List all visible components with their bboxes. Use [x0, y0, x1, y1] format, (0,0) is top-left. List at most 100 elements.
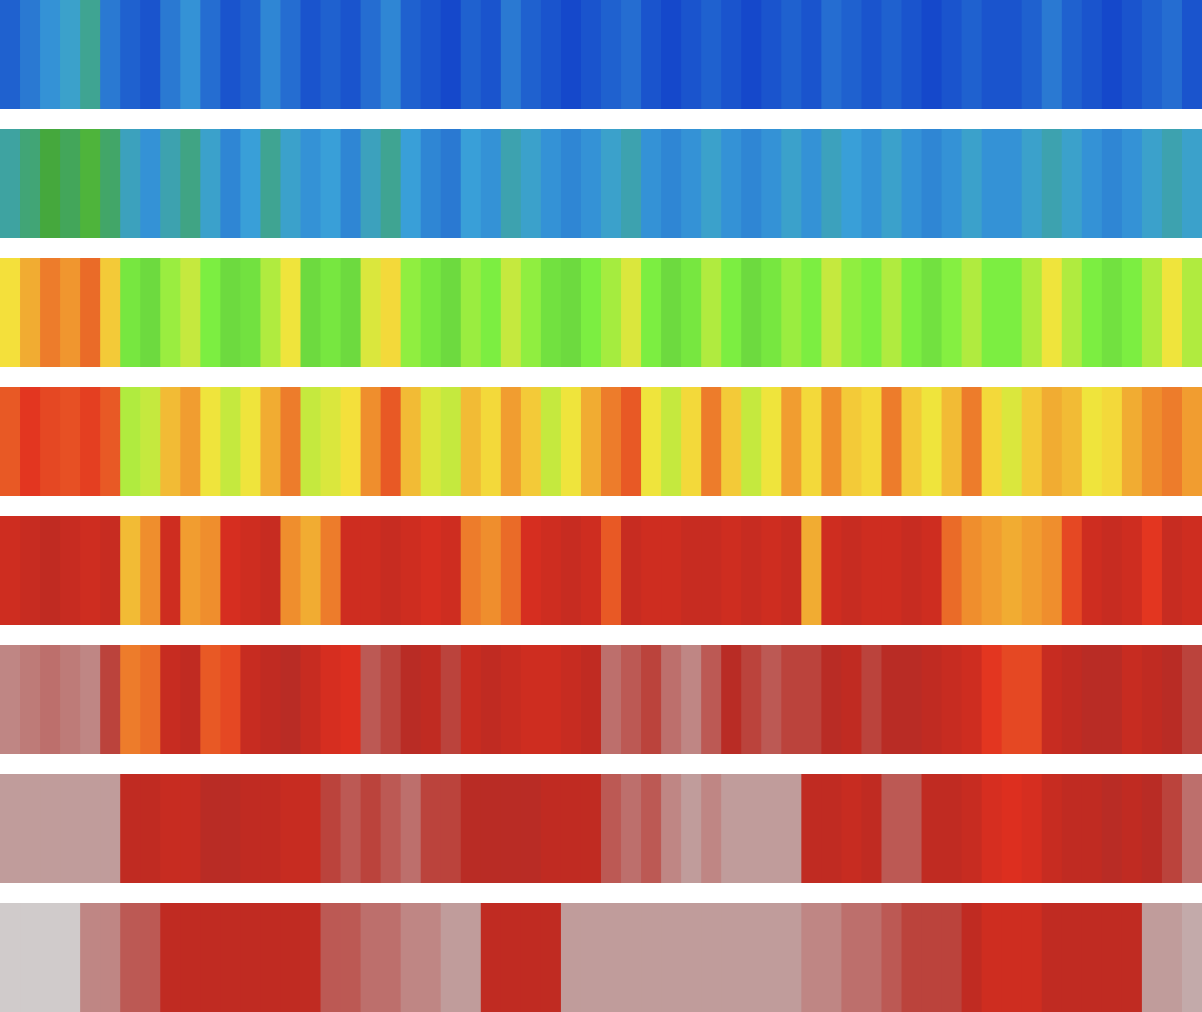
heatmap-cell	[140, 516, 161, 625]
heatmap-cell	[681, 258, 702, 367]
heatmap-cell	[661, 774, 682, 883]
heatmap-cell	[1101, 903, 1123, 1012]
heatmap-cell	[1001, 0, 1023, 109]
heatmap-cell	[360, 645, 382, 754]
heatmap-cell	[861, 129, 883, 238]
heatmap-cell	[480, 129, 502, 238]
heatmap-cell	[80, 387, 101, 496]
heatmap-cell	[781, 258, 802, 367]
heatmap-cell	[200, 258, 221, 367]
heatmap-cell	[681, 129, 702, 238]
heatmap-cell	[20, 387, 41, 496]
heatmap-cell	[0, 0, 21, 109]
heatmap-cell	[841, 387, 863, 496]
heatmap-cell	[280, 774, 302, 883]
heatmap-cell	[1081, 774, 1103, 883]
heatmap-cell	[360, 903, 382, 1012]
heatmap-cell	[180, 774, 201, 883]
heatmap-cell	[320, 774, 342, 883]
heatmap-cell	[981, 516, 1003, 625]
heatmap-cell	[1081, 516, 1103, 625]
heatmap-cell	[140, 903, 161, 1012]
heatmap-cell	[1101, 516, 1123, 625]
heatmap-cell	[601, 516, 622, 625]
heatmap-cell	[300, 516, 322, 625]
heatmap-cell	[160, 129, 181, 238]
heatmap-row-7	[0, 774, 1202, 883]
heatmap-cell	[941, 774, 963, 883]
heatmap-cell	[1041, 645, 1063, 754]
heatmap-cell	[1041, 0, 1063, 109]
heatmap-cell	[1101, 774, 1123, 883]
heatmap-cell	[100, 0, 121, 109]
heatmap-cell	[601, 645, 622, 754]
heatmap-cell	[340, 903, 362, 1012]
heatmap-cell	[1161, 258, 1183, 367]
heatmap-cell	[80, 903, 101, 1012]
heatmap-cell	[320, 0, 342, 109]
heatmap-cell	[340, 0, 362, 109]
heatmap-cell	[1161, 129, 1183, 238]
heatmap-cell	[781, 129, 802, 238]
heatmap-cell	[901, 0, 923, 109]
heatmap-cell	[100, 645, 121, 754]
heatmap-cell	[160, 903, 181, 1012]
heatmap-cell	[340, 129, 362, 238]
heatmap-cell	[981, 387, 1003, 496]
heatmap-cell	[180, 645, 201, 754]
heatmap-cell	[901, 645, 923, 754]
heatmap-cell	[641, 387, 662, 496]
heatmap-cell	[60, 258, 81, 367]
heatmap-cell	[721, 645, 742, 754]
heatmap-cell	[580, 516, 602, 625]
heatmap-cell	[460, 903, 482, 1012]
heatmap-cell	[901, 258, 923, 367]
heatmap-cell	[1121, 774, 1143, 883]
heatmap-cell	[861, 0, 883, 109]
heatmap-cell	[761, 516, 782, 625]
heatmap-cell	[721, 516, 742, 625]
heatmap-cell	[841, 0, 863, 109]
heatmap-cell	[741, 774, 762, 883]
heatmap-cell	[460, 645, 482, 754]
heatmap-cell	[821, 0, 842, 109]
heatmap-cell	[580, 258, 602, 367]
heatmap-cell	[1021, 258, 1043, 367]
heatmap-cell	[100, 129, 121, 238]
heatmap-cell	[801, 129, 822, 238]
heatmap-cell	[701, 774, 722, 883]
heatmap-cell	[440, 0, 462, 109]
heatmap-cell	[1101, 129, 1123, 238]
heatmap-cell	[1121, 258, 1143, 367]
heatmap-cell	[781, 903, 802, 1012]
heatmap-cell	[60, 0, 81, 109]
heatmap-cell	[520, 645, 542, 754]
heatmap-cell	[180, 258, 201, 367]
heatmap-cell	[340, 774, 362, 883]
heatmap-cell	[1021, 0, 1043, 109]
heatmap-cell	[420, 258, 442, 367]
heatmap-cell	[400, 516, 422, 625]
heatmap-cell	[661, 0, 682, 109]
heatmap-cell	[881, 516, 903, 625]
heatmap-cell	[240, 645, 262, 754]
heatmap-cell	[821, 387, 842, 496]
heatmap-cell	[360, 258, 382, 367]
heatmap-cell	[961, 774, 983, 883]
heatmap-cell	[460, 516, 482, 625]
heatmap-cell	[320, 903, 342, 1012]
heatmap-cell	[580, 387, 602, 496]
heatmap-cell	[580, 129, 602, 238]
heatmap-cell	[741, 0, 762, 109]
heatmap-cell	[601, 774, 622, 883]
heatmap-cell	[1001, 129, 1023, 238]
heatmap-cell	[681, 774, 702, 883]
heatmap-cell	[881, 645, 903, 754]
heatmap-cell	[180, 387, 201, 496]
heatmap-cell	[741, 129, 762, 238]
heatmap-cell	[60, 129, 81, 238]
heatmap-cell	[480, 774, 502, 883]
heatmap-cell	[360, 774, 382, 883]
heatmap-cell	[140, 774, 161, 883]
heatmap-cell	[861, 387, 883, 496]
